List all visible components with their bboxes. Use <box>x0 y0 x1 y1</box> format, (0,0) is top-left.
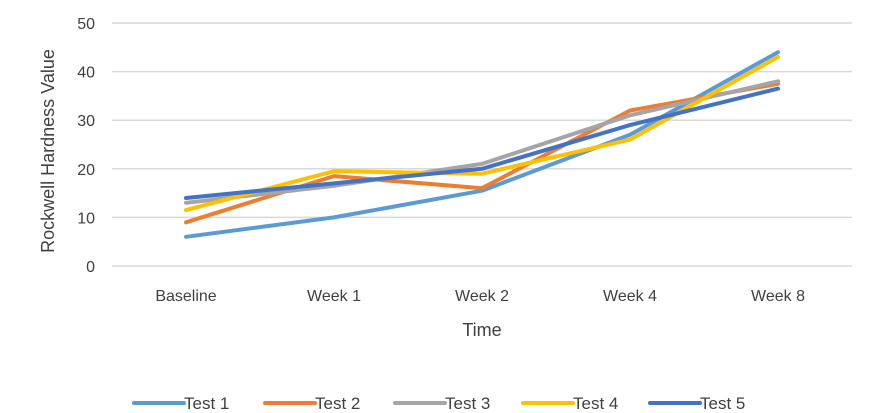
legend-item-test-1: Test 1 <box>132 394 229 413</box>
y-tick-label: 40 <box>77 65 95 82</box>
legend-label: Test 2 <box>315 394 360 413</box>
series-line-test-5 <box>184 86 780 200</box>
legend-label: Test 4 <box>573 394 618 413</box>
series-line-test-3 <box>184 79 780 205</box>
x-tick-label: Baseline <box>155 288 216 305</box>
legend-item-test-3: Test 3 <box>393 394 490 413</box>
legend-item-test-4: Test 4 <box>521 394 618 413</box>
y-axis-title: Rockwell Hardness Value <box>38 49 58 253</box>
legend-label: Test 5 <box>700 394 745 413</box>
y-tick-label: 0 <box>86 259 95 276</box>
x-axis-title: Time <box>462 320 501 340</box>
y-tick-label: 10 <box>77 210 95 227</box>
y-tick-label: 30 <box>77 113 95 130</box>
legend-item-test-2: Test 2 <box>263 394 360 413</box>
series-line-test-1 <box>184 50 780 239</box>
y-tick-label: 50 <box>77 16 95 33</box>
legend-label: Test 3 <box>445 394 490 413</box>
x-tick-label: Week 4 <box>603 288 657 305</box>
series-lines <box>184 50 780 239</box>
y-tick-label: 20 <box>77 162 95 179</box>
x-tick-label: Week 8 <box>751 288 805 305</box>
x-tick-label: Week 1 <box>307 288 361 305</box>
legend: Test 1 Test 2 Test 3 Test 4 Test 5 <box>132 394 745 413</box>
legend-item-test-5: Test 5 <box>648 394 745 413</box>
x-axis-tick-labels: Baseline Week 1 Week 2 Week 4 Week 8 <box>155 288 805 305</box>
gridlines <box>112 22 852 267</box>
x-tick-label: Week 2 <box>455 288 509 305</box>
y-axis-tick-labels: 0 10 20 30 40 50 <box>77 16 95 276</box>
legend-label: Test 1 <box>184 394 229 413</box>
